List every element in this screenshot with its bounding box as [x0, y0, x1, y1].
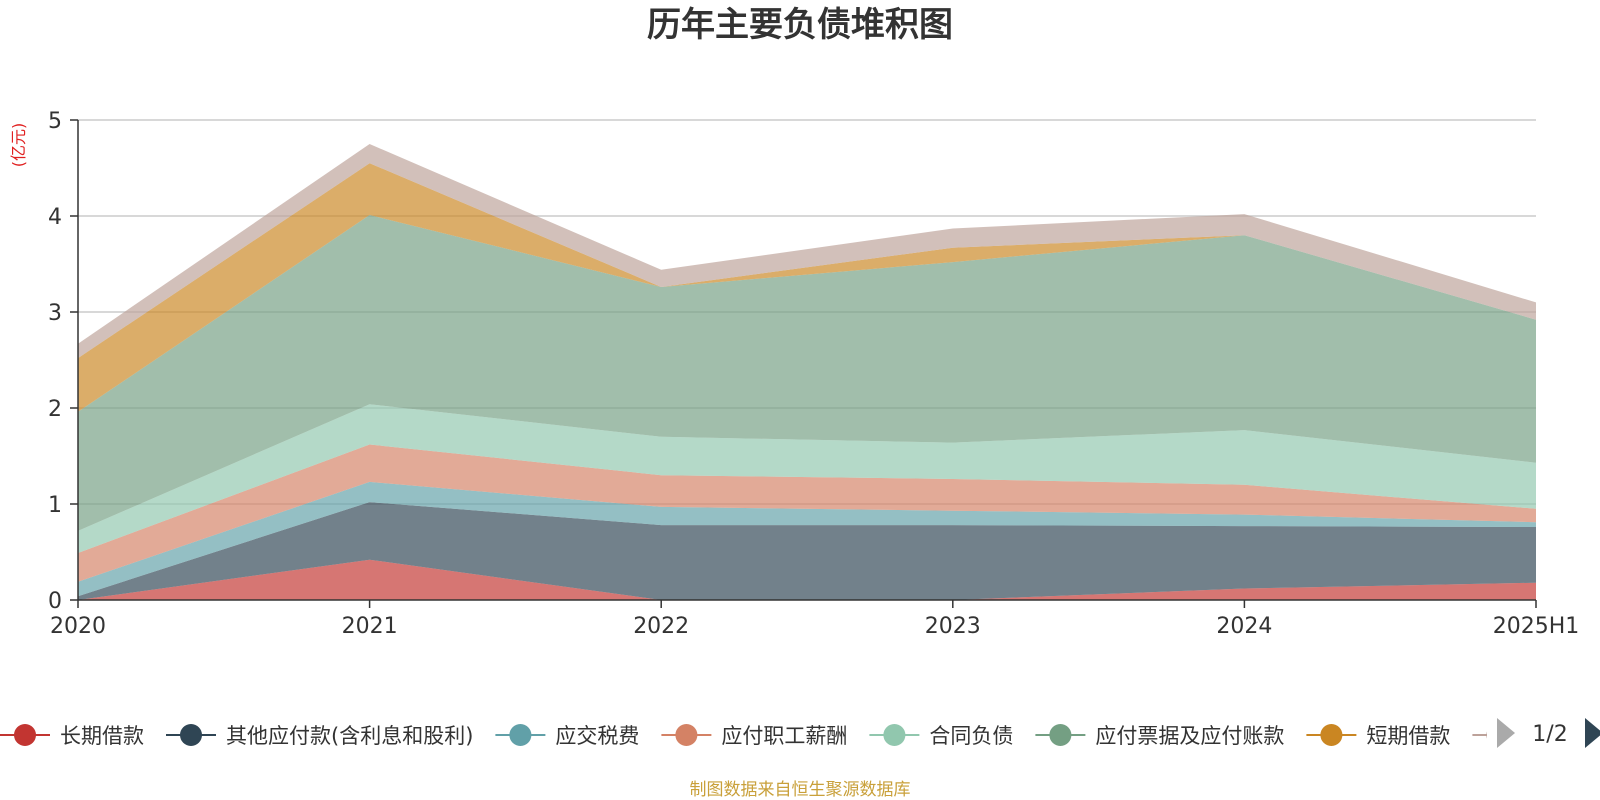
legend-next-page-icon[interactable] [1585, 718, 1600, 748]
legend-label: 合同负债 [929, 724, 1013, 748]
legend-label: 应交税费 [555, 724, 639, 748]
series-area [78, 502, 1536, 600]
legend-item[interactable]: 短期借款 [1306, 724, 1450, 748]
legend-marker-icon [14, 724, 36, 746]
legend: 长期借款 其他应付款(含利息和股利) 应交税费 应付职工薪酬 合同负债 应付票据及应付账款… [0, 724, 1574, 748]
series-area [78, 404, 1536, 553]
legend-item[interactable]: 其他应付款(含利息和股利) [166, 724, 473, 748]
legend-item[interactable]: 合同负债 [869, 724, 1013, 748]
legend-item[interactable]: 应交税费 [495, 724, 639, 748]
x-tick-label: 2025H1 [1493, 614, 1580, 639]
series-area [78, 559, 1536, 600]
legend-label: 短期借款 [1366, 724, 1450, 748]
legend-marker-icon [883, 724, 906, 746]
x-tick-label: 2024 [1216, 614, 1272, 639]
data-source-note: 制图数据来自恒生聚源数据库 [690, 780, 911, 800]
legend-item[interactable]: 应付票据及应付账款 [1035, 724, 1284, 748]
axes: 0 1 2 3 4 5 2020 2021 2022 2023 2024 2025H1 [48, 109, 1579, 639]
legend-label: 其他应付款(含利息和股利) [226, 724, 473, 748]
legend-items: 长期借款 其他应付款(含利息和股利) 应交税费 应付职工薪酬 合同负债 应付票据及应付账款… [0, 724, 1574, 748]
y-tick-label: 0 [48, 589, 62, 614]
x-tick-label: 2022 [633, 614, 689, 639]
chart-title: 历年主要负债堆积图 [647, 5, 953, 45]
series-area [78, 144, 1536, 359]
legend-item[interactable]: 应付职工薪酬 [661, 724, 847, 748]
y-tick-label: 5 [48, 109, 62, 134]
x-tick-label: 2023 [925, 614, 981, 639]
legend-marker-icon [675, 724, 698, 746]
series-area [78, 163, 1536, 412]
y-tick-label: 1 [48, 493, 62, 518]
legend-marker-icon [1486, 731, 1487, 739]
legend-prev-page-icon[interactable] [1497, 718, 1515, 748]
series-area [78, 215, 1536, 531]
legend-pager: 1/2 [1497, 718, 1600, 748]
legend-label: 应付票据及应付账款 [1095, 724, 1284, 748]
legend-label: 应付职工薪酬 [721, 724, 847, 748]
x-tick-label: 2021 [342, 614, 398, 639]
legend-item[interactable]: 其他 [1472, 724, 1574, 748]
area-series-group [78, 144, 1536, 600]
y-tick-label: 2 [48, 397, 62, 422]
legend-item[interactable]: 长期借款 [0, 724, 144, 748]
y-tick-label: 3 [48, 301, 62, 326]
legend-marker-icon [509, 724, 532, 746]
legend-marker-icon [180, 724, 202, 746]
y-axis-unit: (亿元) [9, 123, 28, 168]
y-tick-label: 4 [48, 205, 62, 230]
legend-marker-icon [1320, 724, 1343, 746]
series-area [78, 444, 1536, 582]
legend-label: 长期借款 [60, 724, 144, 748]
x-tick-label: 2020 [50, 614, 106, 639]
legend-page-indicator: 1/2 [1532, 722, 1567, 747]
legend-marker-icon [1049, 724, 1072, 746]
